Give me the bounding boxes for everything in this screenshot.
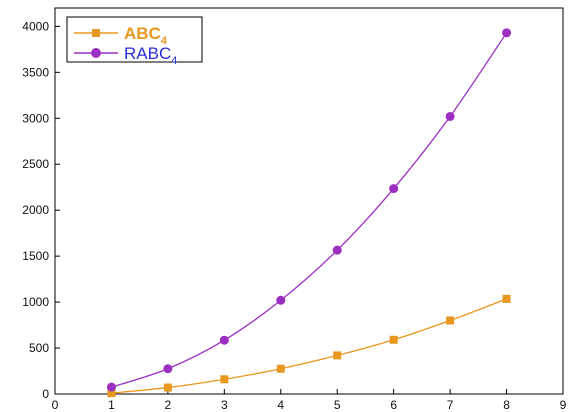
data-point — [107, 389, 116, 398]
axes: 0 1 2 3 4 5 6 7 8 9 0 500 1000 1500 2000 2500 3000 3500 40… — [22, 7, 567, 412]
y-tick-label: 1500 — [22, 249, 49, 263]
data-point — [445, 111, 455, 121]
x-tick-label: 9 — [560, 398, 567, 412]
series-rabc4 — [106, 28, 512, 392]
data-point — [219, 335, 229, 345]
data-point — [502, 28, 512, 38]
data-point — [389, 335, 398, 344]
legend-label-rabc4-sub: 4 — [171, 55, 177, 67]
series-abc4 — [107, 294, 511, 398]
y-tick-label: 4000 — [22, 19, 49, 33]
data-point — [276, 295, 286, 305]
y-tick-label: 0 — [42, 387, 49, 401]
x-tick-label: 4 — [277, 398, 284, 412]
data-point — [163, 364, 173, 374]
data-point — [446, 316, 455, 325]
x-tick-label: 6 — [390, 398, 397, 412]
y-tick-label: 1000 — [22, 295, 49, 309]
y-tick-label: 500 — [29, 341, 49, 355]
series-layer — [106, 28, 512, 398]
legend-item-abc4: ABC4 — [74, 24, 168, 47]
legend-label-abc4-sub: 4 — [161, 35, 168, 47]
legend-label-abc4-main: ABC — [124, 24, 161, 43]
legend: ABC4 RABC4 — [66, 16, 203, 67]
x-tick-label: 2 — [165, 398, 172, 412]
x-tick-label: 3 — [221, 398, 228, 412]
x-tick-label: 0 — [52, 398, 59, 412]
y-tick-label: 2000 — [22, 203, 49, 217]
x-tick-label: 8 — [503, 398, 510, 412]
data-point — [163, 383, 172, 392]
x-tick-label: 1 — [108, 398, 115, 412]
data-point — [276, 364, 285, 373]
data-point — [220, 375, 229, 384]
legend-label-rabc4: RABC4 — [124, 44, 177, 67]
y-tick-label: 2500 — [22, 157, 49, 171]
legend-label-abc4: ABC4 — [124, 24, 168, 47]
legend-box — [66, 16, 203, 63]
y-tick-label: 3500 — [22, 65, 49, 79]
legend-label-rabc4-main: RABC — [124, 44, 171, 63]
x-tick-label: 5 — [334, 398, 341, 412]
series-line — [111, 298, 507, 394]
data-point — [106, 382, 116, 392]
y-tick-label: 3000 — [22, 111, 49, 125]
data-point — [502, 294, 511, 303]
data-point — [389, 184, 399, 194]
data-point — [333, 351, 342, 360]
data-point — [332, 245, 342, 255]
x-tick-label: 7 — [447, 398, 454, 412]
legend-marker-rabc4 — [91, 48, 101, 58]
legend-marker-abc4 — [92, 29, 100, 37]
legend-item-rabc4: RABC4 — [74, 44, 177, 67]
plot-frame — [54, 7, 564, 395]
series-line — [111, 32, 508, 388]
